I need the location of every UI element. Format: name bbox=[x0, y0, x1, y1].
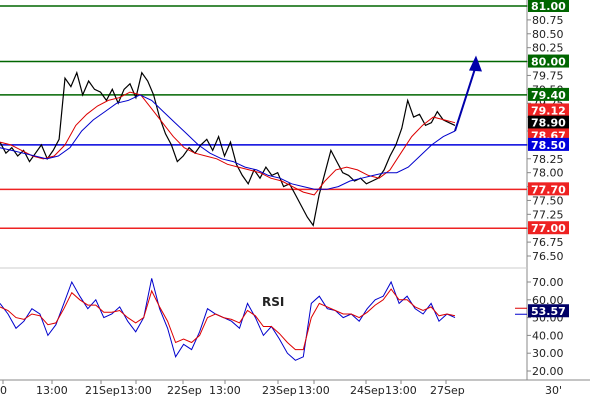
average-series-line bbox=[0, 91, 456, 196]
rsi-tick-label: 30.00 bbox=[532, 347, 564, 360]
price-tick-label: 80.75 bbox=[532, 14, 564, 27]
x-tick-label: 13:00 bbox=[298, 384, 330, 397]
x-tick-label: 21Sep bbox=[85, 384, 120, 397]
level-label: 79.12 bbox=[531, 104, 566, 117]
level-badge bbox=[528, 0, 569, 12]
level-label: 77.70 bbox=[531, 183, 566, 196]
level-badge bbox=[528, 137, 569, 151]
level-badge bbox=[528, 87, 569, 101]
level-badge bbox=[528, 103, 569, 117]
rsi-tick-label: 20.00 bbox=[532, 365, 564, 378]
price-tick-label: 77.50 bbox=[532, 194, 564, 207]
x-tick-label: 24Sep bbox=[350, 384, 385, 397]
price-tick-label: 78.00 bbox=[532, 167, 564, 180]
price-panel: 81.0080.7580.5080.2580.0079.7579.5079.25… bbox=[0, 0, 569, 380]
level-label: 80.00 bbox=[531, 56, 566, 69]
rsi-value-label: 53.57 bbox=[531, 305, 566, 318]
rsi-tick-label: 60.00 bbox=[532, 294, 564, 307]
forecast-arrow bbox=[454, 65, 477, 132]
rsi-signal-line bbox=[0, 288, 456, 351]
price-tick-label: 80.50 bbox=[532, 28, 564, 41]
x-tick-label: 0 bbox=[0, 384, 7, 397]
level-badge bbox=[528, 182, 569, 196]
rsi-value-badge bbox=[528, 304, 569, 318]
price-tick-label: 78.25 bbox=[532, 153, 564, 166]
rsi-tick-label: 70.00 bbox=[532, 276, 564, 289]
x-tick-label: 13:00 bbox=[36, 384, 68, 397]
level-label: 79.40 bbox=[531, 89, 566, 102]
average-series-line bbox=[0, 94, 456, 190]
rsi-line bbox=[0, 278, 456, 361]
level-badge bbox=[528, 115, 569, 129]
level-label: 78.90 bbox=[531, 117, 566, 130]
level-badge bbox=[528, 221, 569, 235]
price-tick-label: 80.25 bbox=[532, 42, 564, 55]
x-tick-label: 27Sep bbox=[430, 384, 465, 397]
x-axis: 0 13:00 21Sep 13:00 22Sep 13:00 23Sep 13:00 24Se… bbox=[0, 379, 590, 397]
x-tick-label: 13:00 bbox=[385, 384, 417, 397]
x-tick-label: 13:00 bbox=[209, 384, 241, 397]
level-badge bbox=[528, 54, 569, 68]
price-tick-label: 77.25 bbox=[532, 208, 564, 221]
rsi-tick-label: 40.00 bbox=[532, 329, 564, 342]
x-tick-label: 23Sep bbox=[262, 384, 297, 397]
level-label: 81.00 bbox=[531, 0, 566, 13]
level-label: 78.50 bbox=[531, 139, 566, 152]
price-tick-label: 79.75 bbox=[532, 69, 564, 82]
rsi-title: RSI bbox=[262, 295, 284, 309]
x-tick-label: 22Sep bbox=[167, 384, 202, 397]
forecast-arrow-head bbox=[469, 55, 482, 72]
price-tick-label: 76.50 bbox=[532, 250, 564, 263]
x-tick-label: 13:00 bbox=[120, 384, 152, 397]
period-label: 30' bbox=[545, 384, 562, 397]
level-label: 77.00 bbox=[531, 222, 566, 235]
price-tick-label: 76.75 bbox=[532, 236, 564, 249]
price-series-line bbox=[0, 70, 456, 227]
